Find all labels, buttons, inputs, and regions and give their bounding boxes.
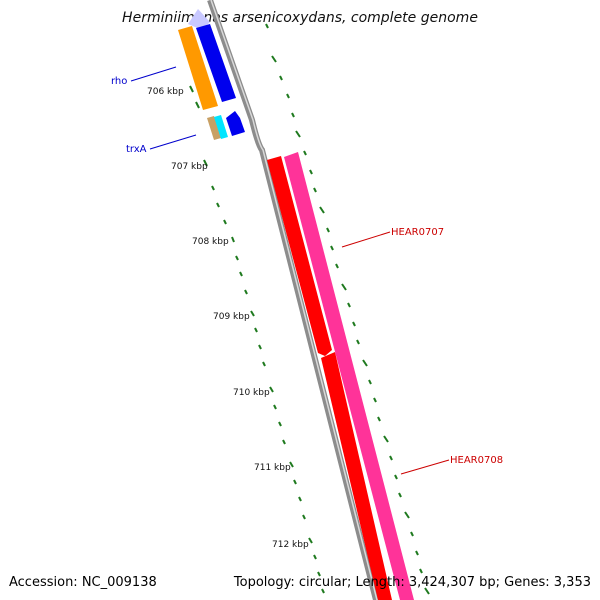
gene-label-hear0708[interactable]: HEAR0708 <box>450 455 503 466</box>
gene-feature-red-1 <box>267 156 332 356</box>
gene-feature-red-2 <box>321 352 392 600</box>
tick-label-709: 709 kbp <box>213 312 250 322</box>
gene-feature-tan <box>207 116 221 140</box>
gene-label-hear0707[interactable]: HEAR0707 <box>391 227 444 238</box>
tick-label-706: 706 kbp <box>147 87 184 97</box>
tick-label-711: 711 kbp <box>254 463 291 473</box>
right-tick-ruler <box>265 23 430 595</box>
accession-text: Accession: NC_009138 <box>9 575 157 590</box>
hear0708-leader-line <box>400 459 450 475</box>
gene-feature-lavender <box>188 9 210 30</box>
gene-feature-pink <box>284 152 414 600</box>
genome-backbone-highlight <box>210 0 378 600</box>
gene-label-trxA[interactable]: trxA <box>126 144 147 155</box>
gene-feature-blue-top <box>196 24 236 102</box>
tick-label-710: 710 kbp <box>233 388 270 398</box>
genome-summary-text: Topology: circular; Length: 3,424,307 bp… <box>233 575 591 590</box>
map-title: Herminiimonas arsenicoxydans, complete g… <box>122 10 478 26</box>
gene-label-rho[interactable]: rho <box>111 76 127 87</box>
left-tick-ruler <box>189 85 325 594</box>
hear0707-leader-line <box>341 231 391 248</box>
tick-label-707: 707 kbp <box>171 162 208 172</box>
rho-leader-line <box>130 66 177 82</box>
genome-backbone <box>207 0 379 600</box>
trxA-leader-line <box>149 134 197 150</box>
tick-label-708: 708 kbp <box>192 237 229 247</box>
gene-feature-orange <box>178 26 218 110</box>
gene-feature-blue-small <box>226 111 245 136</box>
gene-feature-cyan <box>214 115 228 139</box>
tick-label-712: 712 kbp <box>272 540 309 550</box>
